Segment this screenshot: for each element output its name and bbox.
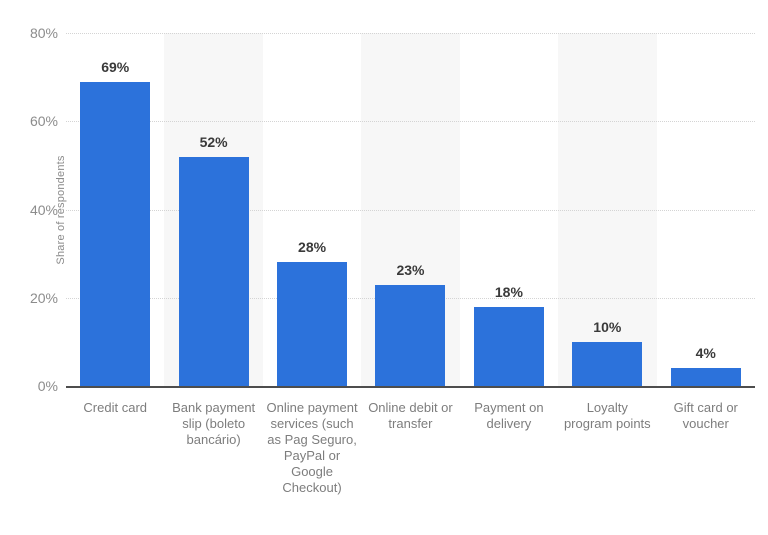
bar-column: 52% [164,33,262,386]
plot-area: 69% 52% 28% 23% 18% 10% 4% [66,33,755,386]
x-axis-label: Online debit or transfer [361,400,459,496]
x-axis-label: Loyalty program points [558,400,656,496]
bar-4[interactable] [375,284,446,386]
y-tick-label: 80% [29,25,58,41]
x-axis-label: Credit card [66,400,164,496]
bar-1[interactable] [80,81,151,386]
bar-3[interactable] [277,262,348,386]
y-tick-label: 0% [37,378,58,394]
y-tick-label: 20% [29,289,58,306]
bar-column: 4% [657,33,755,386]
bar-column: 28% [263,33,361,386]
y-tick-label: 40% [29,201,58,218]
x-axis-label-text: Bank payment slip (boleto bancário) [172,400,256,447]
x-axis-label-text: Gift card or voucher [673,400,738,431]
gridline [66,209,755,211]
x-axis-label: Payment on delivery [460,400,558,496]
gridline [66,33,755,34]
bar-value-label: 10% [593,318,622,335]
bar-5[interactable] [473,306,544,386]
bar-column: 23% [361,33,459,386]
bar-7[interactable] [670,368,741,386]
bar-column: 18% [460,33,558,386]
bar-column: 69% [66,33,164,386]
x-axis-label-text: Online debit or transfer [368,400,453,431]
bar-columns: 69% 52% 28% 23% 18% 10% 4% [66,33,755,386]
bar-value-label: 52% [199,133,228,150]
x-axis-label-text: Payment on delivery [474,400,544,431]
y-tick-label: 60% [29,113,58,130]
x-axis-labels: Credit card Bank payment slip (boleto ban… [66,400,755,496]
bar-column: 10% [558,33,656,386]
x-axis-label: Bank payment slip (boleto bancário) [164,400,262,496]
bar-value-label: 23% [396,261,425,278]
x-axis-line [66,386,755,388]
x-axis-label-text: Credit card [83,400,147,415]
x-axis-label-text: Loyalty program points [563,400,651,431]
bar-value-label: 28% [298,239,327,256]
x-axis-label: Online payment services (such as Pag Seg… [263,400,361,496]
bar-value-label: 18% [494,283,523,300]
bar-2[interactable] [178,156,249,386]
bar-6[interactable] [572,341,643,386]
x-axis-label: Gift card or voucher [657,400,755,496]
x-axis-label-text: Online payment services (such as Pag Seg… [266,400,358,495]
gridline [66,121,755,123]
bar-value-label: 4% [695,345,716,362]
bar-value-label: 69% [101,58,130,75]
